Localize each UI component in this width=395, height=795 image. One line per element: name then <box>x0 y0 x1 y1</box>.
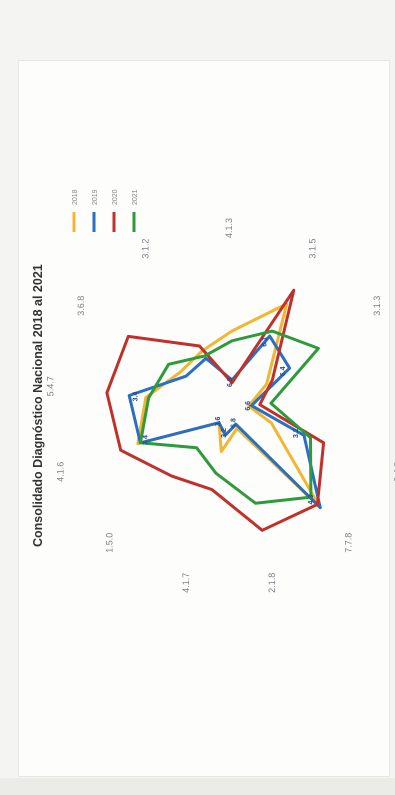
axis-label: 7.7.8 <box>343 533 353 553</box>
axis-label: 3.1.5 <box>308 239 318 259</box>
axis-label: 1.5.0 <box>105 533 115 553</box>
series-line-2021 <box>138 329 320 505</box>
axis-label: 4.1.7 <box>181 573 191 593</box>
legend: 2018 2019 2020 2021 <box>72 189 139 232</box>
data-labels: 6.36.16.46.63.24.36.83.23.63.43.4 <box>132 337 315 505</box>
data-label: 6.6 <box>245 401 252 411</box>
bottom-strip <box>0 778 395 795</box>
axis-label: 3.4.8 <box>392 462 395 482</box>
axis-label: 3.1.3 <box>372 296 382 316</box>
data-label: 3.4 <box>132 392 139 402</box>
data-label: 6.1 <box>262 337 269 347</box>
series-group <box>105 288 326 532</box>
data-label: 3.2 <box>221 428 228 438</box>
axis-label: 3.6.8 <box>76 296 86 316</box>
data-label: 3.4 <box>143 435 150 445</box>
data-label: 6.8 <box>231 418 238 428</box>
axis-label: 4.1.3 <box>224 218 234 238</box>
data-label: 3.6 <box>215 417 222 427</box>
document-page <box>18 60 390 777</box>
series-line-2020 <box>105 288 326 532</box>
data-label: 3.2 <box>293 428 300 438</box>
data-label: 4.3 <box>308 495 315 505</box>
axis-label: 3.1.2 <box>140 239 150 259</box>
axis-label: 4.1.6 <box>56 462 66 482</box>
data-label: 6.4 <box>280 366 287 376</box>
chart-title: Consolidado Diagnóstico Nacional 2018 al… <box>31 264 45 547</box>
series-line-2019 <box>127 334 322 510</box>
legend-label: 2021 <box>132 189 139 205</box>
legend-label: 2020 <box>112 189 119 205</box>
legend-label: 2018 <box>72 189 79 205</box>
data-label: 6.3 <box>227 377 234 387</box>
axis-labels: 4.1.33.1.53.1.33.1.83.4.87.7.82.1.84.1.7… <box>45 218 395 593</box>
legend-label: 2019 <box>92 189 99 205</box>
series-line-2018 <box>136 302 322 510</box>
axis-label: 5.4.7 <box>45 376 55 396</box>
axis-label: 2.1.8 <box>267 573 277 593</box>
